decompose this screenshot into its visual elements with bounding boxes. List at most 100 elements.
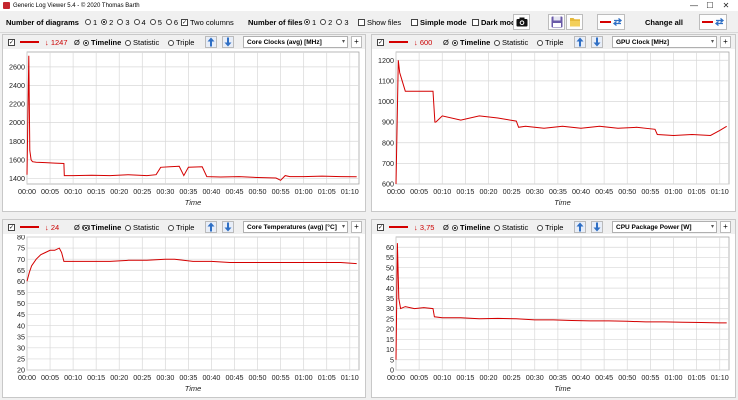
change-all-button[interactable] xyxy=(699,14,727,30)
mode-timeline-option[interactable]: Timeline xyxy=(452,38,490,47)
mode-statistic-option[interactable]: Statistic xyxy=(494,38,528,47)
sync-series-button[interactable] xyxy=(597,14,625,30)
sensor-select[interactable]: Core Temperatures (avg) [°C] ▾ xyxy=(243,221,348,233)
mode-timeline-option[interactable]: Timeline xyxy=(83,223,121,232)
mode-statistic-radio[interactable] xyxy=(494,224,500,231)
diagram-radio-4[interactable] xyxy=(133,19,140,25)
diagram-option-label: 1 xyxy=(93,17,98,27)
mode-triple-option[interactable]: Triple xyxy=(168,223,194,232)
sensor-select[interactable]: Core Clocks (avg) [MHz] ▾ xyxy=(243,36,348,48)
diagram-radio-6[interactable] xyxy=(165,19,172,25)
file-radio-2[interactable] xyxy=(320,19,327,25)
mode-triple-radio[interactable] xyxy=(168,39,174,46)
diagram-radio-2[interactable] xyxy=(101,19,108,25)
series-color-swatch[interactable] xyxy=(389,41,408,43)
mode-timeline-radio[interactable] xyxy=(452,224,458,231)
window-controls: — ☐ ✕ xyxy=(686,0,734,11)
mode-statistic-radio[interactable] xyxy=(125,224,131,231)
plot-area[interactable] xyxy=(395,51,730,185)
series-color-swatch[interactable] xyxy=(20,226,39,228)
timeline-chart: 600 700 800 900 1000 1100 1200 00:00 00:05 00:10 0… xyxy=(378,51,730,207)
minimize-button[interactable]: — xyxy=(690,1,698,10)
series-visible-checkbox[interactable] xyxy=(8,224,15,231)
dark-mode-toggle[interactable]: Dark mod xyxy=(472,16,516,28)
series-visible-toggle[interactable] xyxy=(377,223,386,232)
mode-statistic-radio[interactable] xyxy=(494,39,500,46)
diagram-radio-1[interactable] xyxy=(85,19,91,25)
current-value: ↓ 24 xyxy=(45,223,60,232)
simple-mode-checkbox[interactable] xyxy=(411,18,418,26)
diagram-radio-5[interactable] xyxy=(149,19,156,25)
mode-triple-radio[interactable] xyxy=(537,39,543,46)
move-up-button[interactable] xyxy=(574,36,586,48)
series-visible-checkbox[interactable] xyxy=(377,224,384,231)
mode-triple-option[interactable]: Triple xyxy=(168,38,194,47)
simple-mode-toggle[interactable]: Simple mode xyxy=(411,16,467,28)
mode-statistic-option[interactable]: Statistic xyxy=(494,223,528,232)
series-visible-checkbox[interactable] xyxy=(377,39,384,46)
add-series-button[interactable]: + xyxy=(720,221,731,233)
add-series-button[interactable]: + xyxy=(351,36,362,48)
move-down-button[interactable] xyxy=(591,36,603,48)
add-series-button[interactable]: + xyxy=(351,221,362,233)
series-visible-checkbox[interactable] xyxy=(8,39,15,46)
mode-statistic-option[interactable]: Statistic xyxy=(125,38,159,47)
save-button[interactable] xyxy=(548,14,565,30)
x-tick-label: 00:50 xyxy=(249,187,267,196)
arrow-up-icon xyxy=(576,37,584,47)
x-tick-label: 00:45 xyxy=(595,187,613,196)
mode-triple-option[interactable]: Triple xyxy=(537,38,563,47)
mode-timeline-radio[interactable] xyxy=(452,39,458,46)
mode-statistic-radio[interactable] xyxy=(125,39,131,46)
plot-area[interactable] xyxy=(395,236,730,371)
maximize-button[interactable]: ☐ xyxy=(706,1,714,10)
x-tick-label: 00:10 xyxy=(433,373,451,382)
mode-timeline-option[interactable]: Timeline xyxy=(452,223,490,232)
move-down-button[interactable] xyxy=(222,221,234,233)
mode-timeline-option[interactable]: Timeline xyxy=(83,38,121,47)
x-tick-label: 00:50 xyxy=(618,373,636,382)
series-visible-toggle[interactable] xyxy=(8,223,17,232)
diagram-radio-3[interactable] xyxy=(117,19,124,25)
file-radio-1[interactable] xyxy=(304,19,310,25)
x-tick-label: 01:00 xyxy=(665,373,683,382)
arrow-up-icon xyxy=(576,222,584,232)
screenshot-button[interactable] xyxy=(513,14,530,30)
diagram-count-options: 1 2 3 4 5 6 xyxy=(81,16,178,28)
mode-statistic-option[interactable]: Statistic xyxy=(125,223,159,232)
move-up-button[interactable] xyxy=(205,221,217,233)
move-down-button[interactable] xyxy=(591,221,603,233)
mode-triple-radio[interactable] xyxy=(537,224,543,231)
mode-timeline-radio[interactable] xyxy=(83,224,89,231)
file-radio-3[interactable] xyxy=(336,19,343,25)
file-option-label: 2 xyxy=(328,17,333,27)
series-color-swatch[interactable] xyxy=(389,226,408,228)
open-file-button[interactable] xyxy=(566,14,583,30)
close-button[interactable]: ✕ xyxy=(722,1,730,10)
mode-triple-radio[interactable] xyxy=(168,224,174,231)
sensor-select[interactable]: GPU Clock [MHz] ▾ xyxy=(612,36,717,48)
x-tick-label: 00:40 xyxy=(572,373,590,382)
sensor-select-value: Core Clocks (avg) [MHz] xyxy=(247,39,322,46)
average-value: Ø 68 xyxy=(74,223,90,232)
x-axis-label: Time xyxy=(554,384,571,393)
move-up-button[interactable] xyxy=(205,36,217,48)
series-color-swatch[interactable] xyxy=(20,41,39,43)
current-value: ↓ 3,75 xyxy=(414,223,435,232)
mode-timeline-radio[interactable] xyxy=(83,39,89,46)
two-columns-toggle[interactable]: Two columns xyxy=(181,16,234,28)
y-tick-label: 800 xyxy=(382,138,394,147)
add-series-button[interactable]: + xyxy=(720,36,731,48)
show-files-toggle[interactable]: Show files xyxy=(358,16,401,28)
series-visible-toggle[interactable] xyxy=(8,38,17,47)
mode-triple-option[interactable]: Triple xyxy=(537,223,563,232)
mode-statistic-label: Statistic xyxy=(502,38,529,47)
show-files-checkbox[interactable] xyxy=(358,18,365,26)
sensor-select[interactable]: CPU Package Power [W] ▾ xyxy=(612,221,717,233)
plot-area[interactable] xyxy=(26,51,360,185)
move-up-button[interactable] xyxy=(574,221,586,233)
two-columns-checkbox[interactable] xyxy=(181,18,188,26)
move-down-button[interactable] xyxy=(222,36,234,48)
dark-mode-checkbox[interactable] xyxy=(472,18,479,26)
series-visible-toggle[interactable] xyxy=(377,38,386,47)
